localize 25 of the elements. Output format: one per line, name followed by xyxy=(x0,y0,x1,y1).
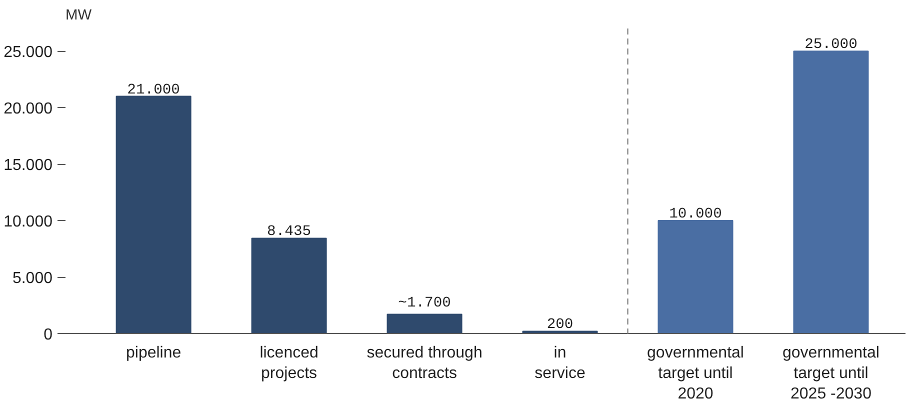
x-tick-label: secured through contracts xyxy=(366,344,482,382)
y-tick-label: 10.000 xyxy=(4,214,53,231)
data-label: ~1.700 xyxy=(398,295,451,312)
data-label: 25.000 xyxy=(804,37,858,54)
x-tick-label: governmental target until 2020 xyxy=(647,344,744,402)
bar xyxy=(251,238,327,334)
data-label: 21.000 xyxy=(127,82,180,98)
bar xyxy=(658,220,734,334)
y-tick-label: 15.000 xyxy=(4,157,53,174)
data-label: 8.435 xyxy=(267,224,312,240)
x-tick-label: in service xyxy=(534,344,586,382)
bar xyxy=(386,314,462,334)
x-tick-label: governmental target until 2025 -2030 xyxy=(782,344,880,402)
y-tick-label: 20.000 xyxy=(4,100,53,118)
bar xyxy=(793,50,869,334)
bar xyxy=(522,330,598,334)
bar xyxy=(116,96,192,334)
y-axis-title: MW xyxy=(66,8,92,24)
x-tick-label: pipeline xyxy=(126,344,182,362)
y-tick-label: 0 xyxy=(44,326,53,344)
data-label: 10.000 xyxy=(669,206,722,223)
y-tick-label: 25.000 xyxy=(4,44,53,62)
x-tick-label: licenced projects xyxy=(260,344,318,382)
data-label: 200 xyxy=(546,317,574,334)
y-tick-label: 5.000 xyxy=(12,270,53,288)
